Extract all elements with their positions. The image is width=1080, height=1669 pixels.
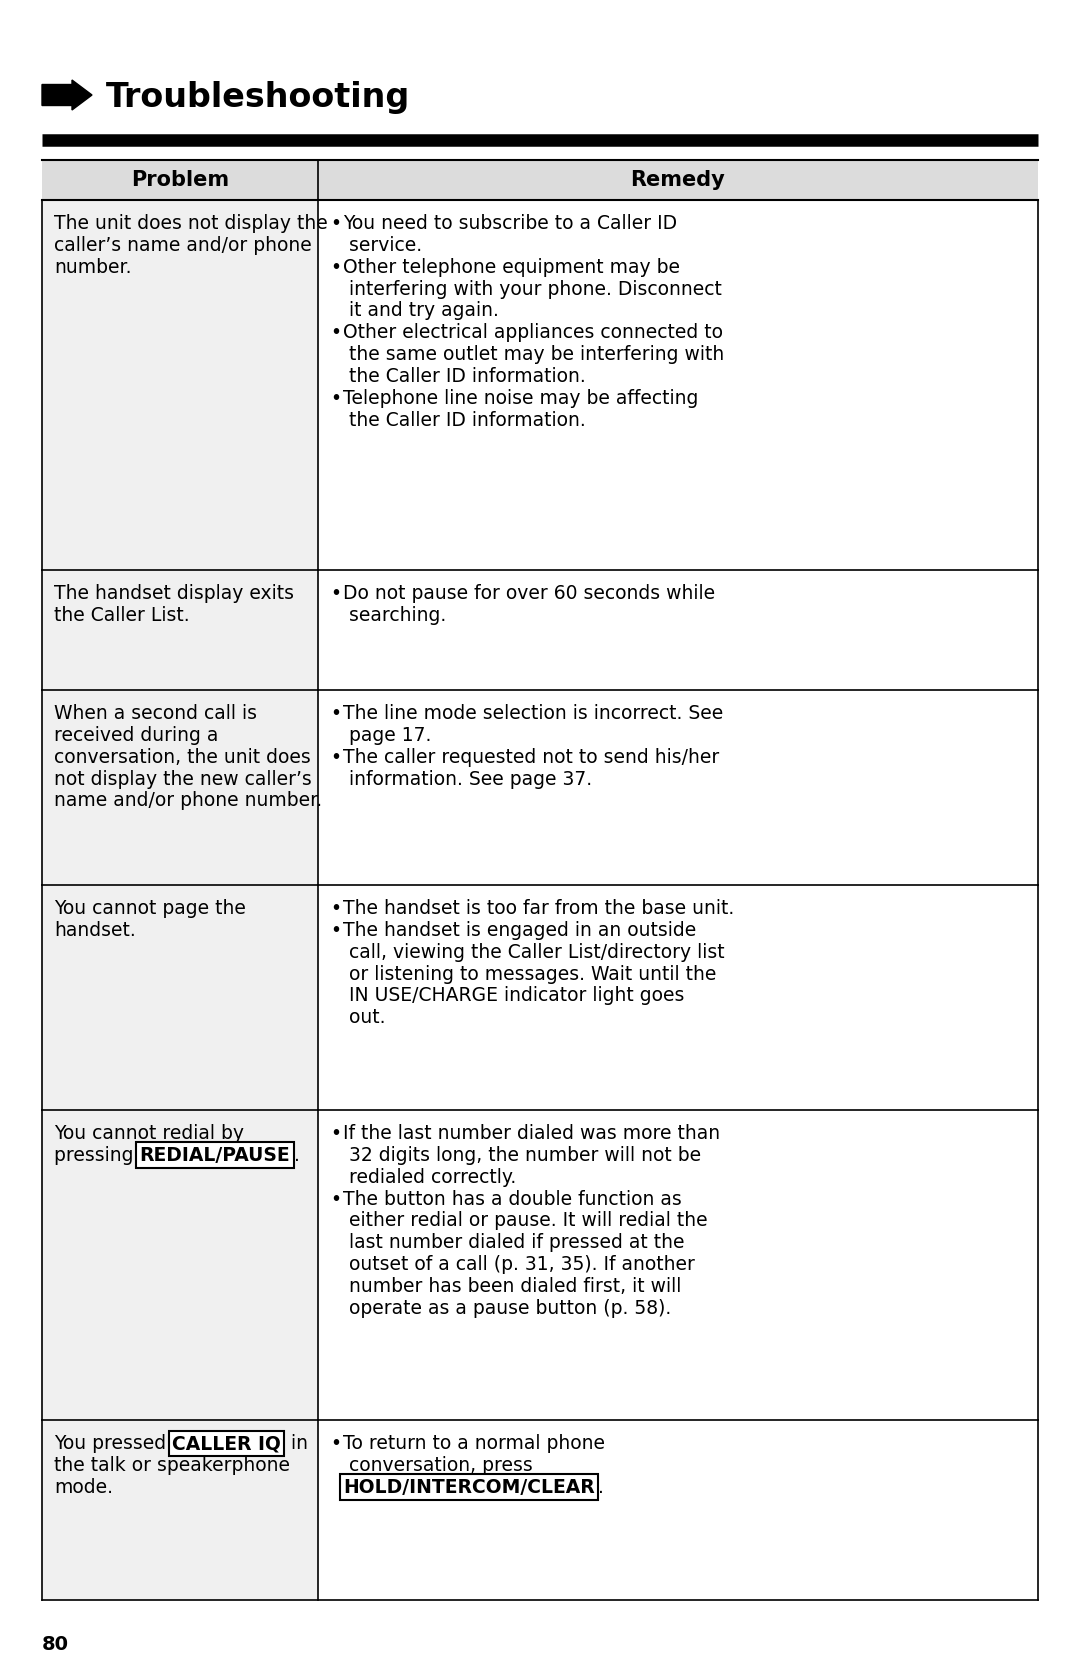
Text: it and try again.: it and try again. xyxy=(343,302,499,320)
Text: operate as a pause button (p. 58).: operate as a pause button (p. 58). xyxy=(343,1298,672,1319)
Text: The handset is too far from the base unit.: The handset is too far from the base uni… xyxy=(343,900,734,918)
Text: You need to subscribe to a Caller ID: You need to subscribe to a Caller ID xyxy=(343,214,677,234)
Text: IN USE/CHARGE indicator light goes: IN USE/CHARGE indicator light goes xyxy=(343,986,685,1005)
Text: •: • xyxy=(330,921,341,940)
Text: either redial or pause. It will redial the: either redial or pause. It will redial t… xyxy=(343,1212,707,1230)
Text: •: • xyxy=(330,1123,341,1143)
Text: .: . xyxy=(597,1477,604,1497)
Text: •: • xyxy=(330,214,341,234)
Text: Other telephone equipment may be: Other telephone equipment may be xyxy=(343,257,680,277)
Text: number has been dialed first, it will: number has been dialed first, it will xyxy=(343,1277,681,1297)
Text: mode.: mode. xyxy=(54,1477,113,1497)
Text: redialed correctly.: redialed correctly. xyxy=(343,1168,516,1187)
Text: the Caller ID information.: the Caller ID information. xyxy=(343,411,585,431)
Text: REDIAL/PAUSE: REDIAL/PAUSE xyxy=(139,1147,291,1165)
Text: the Caller List.: the Caller List. xyxy=(54,606,190,624)
Bar xyxy=(318,689,1038,885)
Bar xyxy=(318,1420,1038,1601)
Text: •: • xyxy=(330,584,341,603)
Text: pressing: pressing xyxy=(54,1147,139,1165)
Text: last number dialed if pressed at the: last number dialed if pressed at the xyxy=(343,1233,685,1252)
Text: •: • xyxy=(330,704,341,723)
Text: Problem: Problem xyxy=(131,170,229,190)
Text: •: • xyxy=(330,748,341,766)
Text: When a second call is: When a second call is xyxy=(54,704,257,723)
Bar xyxy=(318,200,1038,571)
Bar xyxy=(318,571,1038,689)
Text: •: • xyxy=(330,389,341,407)
Text: number.: number. xyxy=(54,257,132,277)
Text: •: • xyxy=(330,324,341,342)
Text: Remedy: Remedy xyxy=(631,170,726,190)
Text: The button has a double function as: The button has a double function as xyxy=(343,1190,681,1208)
Text: 80: 80 xyxy=(42,1636,69,1654)
Text: •: • xyxy=(330,1434,341,1454)
Text: the same outlet may be interfering with: the same outlet may be interfering with xyxy=(343,345,725,364)
Text: the talk or speakerphone: the talk or speakerphone xyxy=(54,1455,291,1475)
Text: in: in xyxy=(285,1434,308,1454)
Text: the Caller ID information.: the Caller ID information. xyxy=(343,367,585,386)
Text: Do not pause for over 60 seconds while: Do not pause for over 60 seconds while xyxy=(343,584,715,603)
Text: To return to a normal phone: To return to a normal phone xyxy=(343,1434,605,1454)
Bar xyxy=(318,885,1038,1110)
Polygon shape xyxy=(42,80,92,110)
Text: received during a: received during a xyxy=(54,726,218,744)
Text: name and/or phone number.: name and/or phone number. xyxy=(54,791,322,811)
Text: •: • xyxy=(330,1190,341,1208)
Text: •: • xyxy=(330,257,341,277)
Text: •: • xyxy=(330,900,341,918)
Text: information. See page 37.: information. See page 37. xyxy=(343,769,592,789)
Text: You cannot redial by: You cannot redial by xyxy=(54,1123,244,1143)
Text: The handset is engaged in an outside: The handset is engaged in an outside xyxy=(343,921,697,940)
Text: CALLER IQ: CALLER IQ xyxy=(172,1434,281,1454)
Text: page 17.: page 17. xyxy=(343,726,431,744)
Bar xyxy=(42,200,318,571)
Text: or listening to messages. Wait until the: or listening to messages. Wait until the xyxy=(343,965,716,983)
Text: caller’s name and/or phone: caller’s name and/or phone xyxy=(54,235,312,255)
Text: 32 digits long, the number will not be: 32 digits long, the number will not be xyxy=(343,1147,701,1165)
Text: The handset display exits: The handset display exits xyxy=(54,584,294,603)
Text: The caller requested not to send his/her: The caller requested not to send his/her xyxy=(343,748,719,766)
Text: Telephone line noise may be affecting: Telephone line noise may be affecting xyxy=(343,389,699,407)
Text: conversation, press: conversation, press xyxy=(343,1455,532,1475)
Text: Troubleshooting: Troubleshooting xyxy=(106,82,410,113)
Text: The unit does not display the: The unit does not display the xyxy=(54,214,327,234)
Text: The line mode selection is incorrect. See: The line mode selection is incorrect. Se… xyxy=(343,704,724,723)
Text: conversation, the unit does: conversation, the unit does xyxy=(54,748,311,766)
Text: You pressed: You pressed xyxy=(54,1434,172,1454)
Bar xyxy=(42,885,318,1110)
Text: not display the new caller’s: not display the new caller’s xyxy=(54,769,312,789)
Text: interfering with your phone. Disconnect: interfering with your phone. Disconnect xyxy=(343,280,721,299)
Text: service.: service. xyxy=(343,235,422,255)
Bar xyxy=(42,160,1038,200)
Bar xyxy=(318,1110,1038,1420)
Text: handset.: handset. xyxy=(54,921,136,940)
Bar xyxy=(42,689,318,885)
Text: HOLD/INTERCOM/CLEAR: HOLD/INTERCOM/CLEAR xyxy=(343,1477,595,1497)
Bar xyxy=(42,1110,318,1420)
Text: You cannot page the: You cannot page the xyxy=(54,900,246,918)
Bar xyxy=(42,1420,318,1601)
Text: searching.: searching. xyxy=(343,606,446,624)
Text: outset of a call (p. 31, 35). If another: outset of a call (p. 31, 35). If another xyxy=(343,1255,694,1273)
Text: .: . xyxy=(294,1147,300,1165)
Text: call, viewing the Caller List/directory list: call, viewing the Caller List/directory … xyxy=(343,943,725,961)
Text: out.: out. xyxy=(343,1008,386,1028)
Text: If the last number dialed was more than: If the last number dialed was more than xyxy=(343,1123,720,1143)
Text: Other electrical appliances connected to: Other electrical appliances connected to xyxy=(343,324,723,342)
Bar xyxy=(42,571,318,689)
